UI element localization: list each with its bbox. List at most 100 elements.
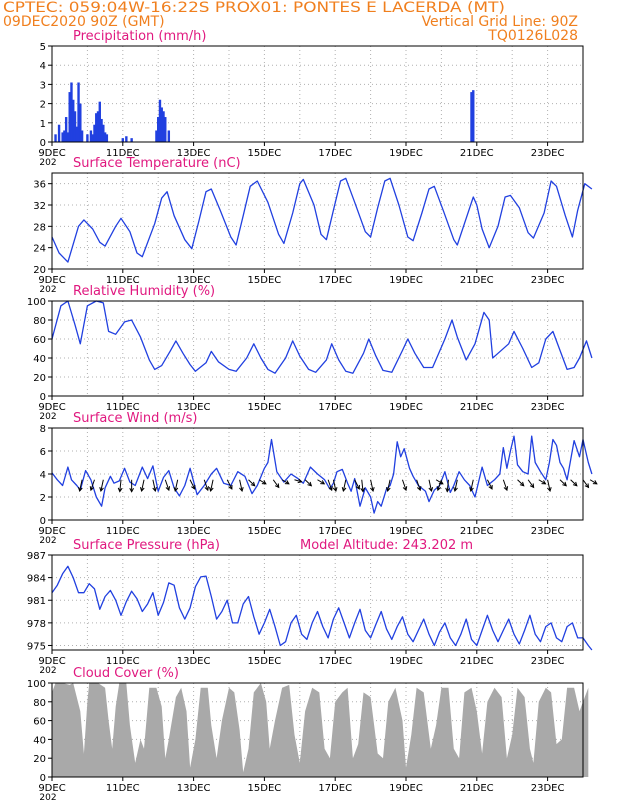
wind-xtick-label: 13DEC <box>177 526 211 537</box>
wind-direction-arrow <box>317 479 326 485</box>
humidity-title: Relative Humidity (%) <box>73 284 215 299</box>
wind-arrow-head <box>173 487 179 493</box>
wind-arrow-head <box>541 480 547 485</box>
precip-bar <box>162 111 165 142</box>
pressure-xtick-label: 15DEC <box>248 656 282 667</box>
precip-title: Precipitation (mm/h) <box>73 29 206 44</box>
wind-xtick-label: 9DEC <box>38 526 65 537</box>
temp-xtick-label: 17DEC <box>318 275 352 286</box>
precip-bar <box>164 117 167 142</box>
wind-arrow-head <box>320 480 326 485</box>
wind-arrow-shaft <box>502 479 508 491</box>
wind-direction-arrow <box>99 479 104 493</box>
cloud-panel: 0 20 40 60 80 100 9DEC 11DEC 13DEC 15DEC 17DEC 19DE… <box>27 666 589 800</box>
precip-bar <box>72 99 75 142</box>
cloud-xtick-label: 21DEC <box>460 783 494 794</box>
wind-xtick-label: 17DEC <box>318 526 352 537</box>
pressure-ytick-label: 975 <box>27 641 46 652</box>
wind-arrow-head <box>165 486 171 492</box>
cloud-title: Cloud Cover (%) <box>73 666 179 681</box>
humidity-series-line <box>51 300 593 374</box>
wind-direction-arrow <box>502 479 509 492</box>
wind-arrow-shaft <box>294 479 302 483</box>
precip-xtick-label: 13DEC <box>177 148 211 159</box>
wind-arrow-head <box>307 481 313 487</box>
humidity-year-label: 202 <box>39 412 56 422</box>
wind-arrow-shaft <box>119 479 122 492</box>
temp-xtick-label: 19DEC <box>389 275 423 286</box>
wind-arrow-shaft <box>174 479 179 492</box>
wind-arrow-shaft <box>486 479 493 490</box>
cloud-xtick-label: 13DEC <box>177 783 211 794</box>
wind-arrow-head <box>129 488 135 493</box>
precip-bar <box>54 134 57 142</box>
wind-direction-arrow <box>527 479 535 489</box>
precip-bar <box>80 130 84 142</box>
humidity-xtick-label: 21DEC <box>460 402 494 413</box>
wind-arrow-shaft <box>141 479 145 492</box>
temp-ytick-label: 24 <box>33 244 46 255</box>
precip-xtick-label: 17DEC <box>318 148 352 159</box>
precip-bar <box>63 130 66 142</box>
wind-arrow-shaft <box>304 479 312 487</box>
wind-arrow-head <box>445 487 450 493</box>
precip-ytick-label: 3 <box>40 80 46 91</box>
wind-arrow-shaft <box>332 479 337 492</box>
wind-direction-arrow <box>445 479 450 493</box>
wind-direction-arrow <box>370 479 375 493</box>
wind-arrow-shaft <box>203 479 209 491</box>
precip-bar <box>64 117 68 142</box>
wind-arrow-shaft <box>281 479 290 485</box>
temp-xtick-label: 13DEC <box>177 275 211 286</box>
wind-arrow-shaft <box>361 479 364 492</box>
wind-arrow-head <box>239 487 244 493</box>
wind-arrow-head <box>547 487 552 493</box>
precip-bar <box>70 82 73 142</box>
precip-bar <box>125 136 128 142</box>
wind-direction-arrow <box>582 479 590 489</box>
wind-arrow-shaft <box>387 479 391 492</box>
wind-arrow-head <box>453 487 458 493</box>
wind-arrow-shaft <box>470 479 474 492</box>
wind-xtick-label: 19DEC <box>389 526 423 537</box>
wind-direction-arrow <box>401 479 408 492</box>
wind-direction-arrow <box>239 479 244 493</box>
wind-arrow-head <box>488 484 493 490</box>
humidity-xtick-label: 11DEC <box>106 402 140 413</box>
precip-bar <box>157 117 160 142</box>
wind-arrow-shaft <box>226 479 233 490</box>
humidity-ytick-label: 80 <box>33 316 46 327</box>
wind-direction-arrow <box>173 479 179 493</box>
wind-direction-arrow <box>559 479 567 487</box>
wind-ytick-label: 4 <box>40 470 46 481</box>
precip-ytick-label: 1 <box>40 119 46 130</box>
wind-direction-arrow <box>327 479 333 492</box>
wind-direction-arrow <box>332 479 338 493</box>
precip-bar <box>57 124 61 142</box>
precip-bar <box>68 92 71 142</box>
precip-xtick-label: 15DEC <box>248 148 282 159</box>
humidity-ytick-label: 0 <box>40 392 46 403</box>
wind-xtick-label: 21DEC <box>460 526 494 537</box>
humidity-xtick-label: 17DEC <box>318 402 352 413</box>
wind-arrow-head <box>209 487 214 493</box>
pressure-year-label: 202 <box>39 666 56 676</box>
humidity-ytick-label: 20 <box>33 373 46 384</box>
wind-arrow-head <box>584 483 590 489</box>
precip-xtick-label: 21DEC <box>460 148 494 159</box>
wind-arrow-shaft <box>538 479 546 485</box>
wind-xtick-label: 23DEC <box>531 526 565 537</box>
cloud-ytick-label: 20 <box>33 754 46 765</box>
wind-direction-arrow <box>248 479 256 487</box>
wind-direction-arrow <box>469 479 474 493</box>
wind-direction-arrow <box>538 479 547 485</box>
precip-ytick-label: 4 <box>40 61 46 72</box>
wind-direction-arrow <box>486 479 493 490</box>
wind-arrow-head <box>341 487 347 493</box>
temp-xtick-label: 21DEC <box>460 275 494 286</box>
cloud-ytick-label: 40 <box>33 735 46 746</box>
wind-arrow-shaft <box>327 479 333 491</box>
cloud-xtick-label: 23DEC <box>531 783 565 794</box>
wind-direction-arrow <box>258 479 267 485</box>
temp-xtick-label: 11DEC <box>106 275 140 286</box>
